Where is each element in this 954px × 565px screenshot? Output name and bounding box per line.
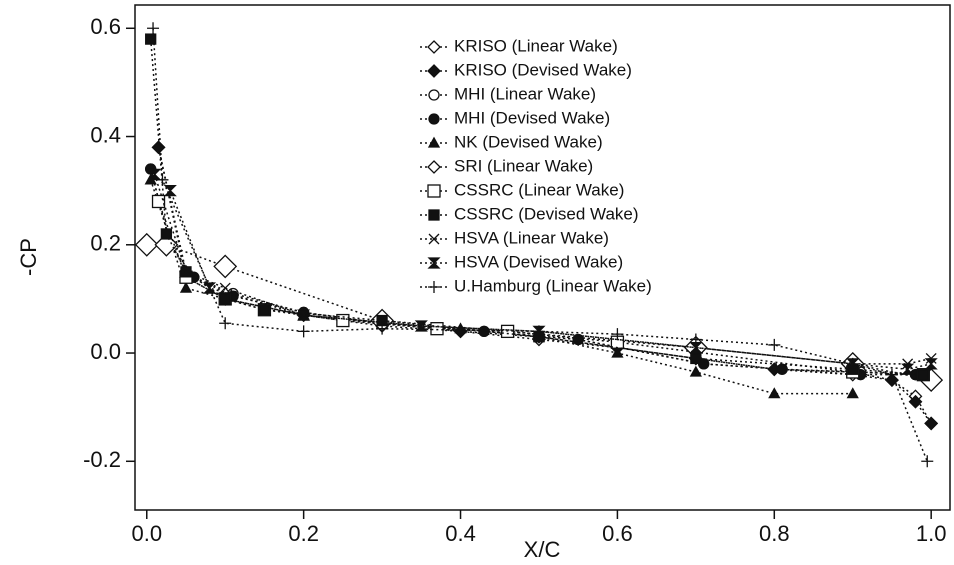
marker	[846, 387, 859, 399]
legend-marker	[428, 89, 440, 101]
marker	[924, 416, 939, 431]
marker	[414, 320, 428, 332]
marker	[336, 313, 350, 328]
marker	[901, 363, 915, 375]
marker	[917, 369, 929, 381]
legend-marker	[427, 160, 441, 174]
series-line	[157, 147, 932, 424]
marker	[690, 352, 702, 365]
marker	[885, 368, 898, 381]
marker	[689, 365, 702, 377]
legend-label: KRISO (Devised Wake)	[454, 60, 632, 79]
legend-label: HSVA (Devised Wake)	[454, 252, 623, 271]
legend-label: MHI (Linear Wake)	[454, 84, 596, 103]
legend-marker	[427, 40, 441, 54]
marker	[163, 185, 177, 197]
series-line	[154, 173, 932, 371]
marker	[134, 232, 159, 257]
x-tick-label: 0.4	[445, 521, 476, 546]
marker	[846, 357, 859, 370]
series-line	[149, 168, 916, 376]
y-tick-label: 0.6	[90, 14, 121, 39]
marker	[297, 309, 311, 321]
y-tick-label: 0.2	[90, 231, 121, 256]
marker	[213, 254, 238, 279]
series-line	[149, 179, 853, 395]
marker	[156, 173, 169, 186]
y-tick-label: 0.0	[90, 339, 121, 364]
marker	[219, 293, 231, 305]
legend-label: NK (Devised Wake)	[454, 132, 603, 151]
legend-marker	[428, 209, 440, 221]
marker	[908, 394, 923, 409]
marker	[689, 341, 703, 354]
marker	[921, 455, 934, 468]
series-line	[152, 28, 928, 462]
legend-label: U.Hamburg (Linear Wake)	[454, 276, 652, 295]
marker	[768, 338, 781, 351]
marker	[532, 325, 545, 338]
marker	[297, 325, 310, 338]
marker	[689, 333, 702, 346]
marker	[145, 33, 157, 45]
marker	[376, 322, 389, 335]
marker	[768, 387, 781, 399]
legend-label: HSVA (Linear Wake)	[454, 228, 609, 247]
marker	[924, 358, 938, 370]
series-line	[149, 168, 916, 376]
x-tick-label: 1.0	[916, 521, 947, 546]
x-tick-label: 0.2	[288, 521, 319, 546]
legend-marker	[428, 281, 440, 293]
series-line	[153, 174, 932, 365]
legend-marker	[428, 233, 440, 245]
x-axis-title: X/C	[524, 537, 561, 562]
marker	[258, 304, 271, 316]
plot-frame	[134, 4, 951, 511]
legend-marker	[427, 257, 441, 269]
legend-marker	[427, 64, 441, 78]
legend-label: SRI (Linear Wake)	[454, 156, 593, 175]
marker	[160, 228, 173, 240]
marker	[611, 328, 624, 341]
series-line	[149, 39, 924, 376]
legend-marker	[427, 184, 441, 198]
legend-label: CSSRC (Devised Wake)	[454, 204, 639, 223]
marker	[180, 266, 192, 278]
marker	[430, 322, 444, 336]
marker	[148, 168, 162, 181]
marker	[776, 363, 788, 375]
marker	[151, 140, 166, 155]
legend-label: KRISO (Linear Wake)	[454, 36, 618, 55]
legend-label: MHI (Devised Wake)	[454, 108, 610, 127]
marker	[151, 194, 166, 209]
x-tick-label: 0.6	[602, 521, 633, 546]
marker	[179, 281, 193, 293]
y-axis-title: -CP	[16, 238, 41, 276]
marker	[147, 22, 160, 35]
legend-label: CSSRC (Linear Wake)	[454, 180, 624, 199]
marker	[611, 346, 624, 358]
x-tick-label: 0.0	[131, 521, 162, 546]
y-tick-label: 0.4	[90, 122, 121, 147]
legend: KRISO (Linear Wake) KRISO (Devised Wake) M…	[420, 36, 652, 295]
marker	[202, 282, 217, 294]
x-tick-label: 0.8	[759, 521, 790, 546]
legend-marker	[427, 136, 441, 148]
legend-marker	[428, 113, 440, 125]
marker	[219, 317, 232, 330]
y-tick-label: -0.2	[83, 447, 121, 472]
